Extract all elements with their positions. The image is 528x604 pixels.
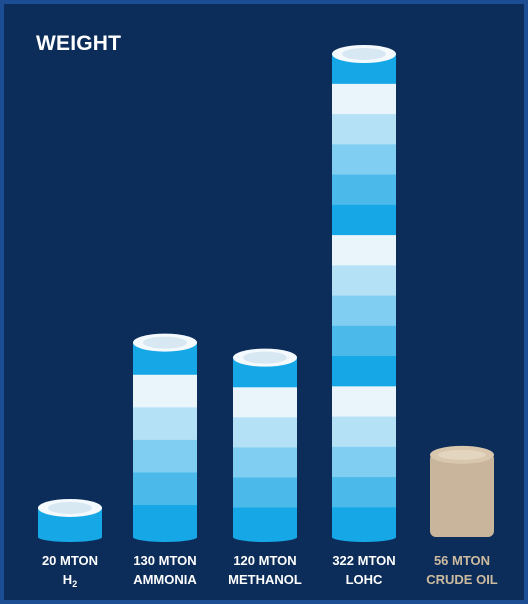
bar-band (133, 406, 197, 440)
bar-band (332, 234, 396, 266)
bar-bottom (233, 532, 297, 542)
bar-h2 (38, 498, 102, 542)
bar-top-highlight (438, 449, 486, 460)
bar-band (133, 439, 197, 473)
chart-title: WEIGHT (36, 32, 122, 55)
bar-chart (38, 45, 494, 542)
bar-band (332, 264, 396, 296)
bar-band (233, 386, 297, 418)
bar-band (332, 416, 396, 447)
bar-crude-oil (430, 445, 494, 537)
bar-band (332, 295, 396, 326)
bar-band (332, 174, 396, 205)
bar-band (332, 385, 396, 417)
bar-body (430, 452, 494, 537)
bar-bottom (332, 532, 396, 542)
bar-band (133, 471, 197, 506)
bar-band (332, 143, 396, 175)
value-label: 20 MTON (41, 553, 99, 568)
chart-panel: WEIGHT 20 MTON H2 130 MTON AMMONIA 120 M… (4, 4, 524, 600)
bar-band (332, 83, 396, 115)
category-name: CRUDE OIL (426, 572, 498, 587)
bar-bottom (38, 532, 102, 542)
bar-lohc (332, 45, 396, 542)
bar-band (332, 113, 396, 145)
category-name: METHANOL (228, 572, 302, 587)
category-label-methanol: 120 MTON METHANOL (210, 551, 320, 589)
value-label: 120 MTON (233, 553, 297, 568)
bar-band (233, 416, 297, 448)
category-name: AMMONIA (133, 572, 197, 587)
category-label-crude-oil: 56 MTON CRUDE OIL (407, 551, 517, 589)
bar-top-highlight (342, 48, 386, 60)
bar-top-highlight (243, 351, 287, 364)
value-label: 56 MTON (433, 553, 491, 568)
bar-top-highlight (143, 336, 187, 349)
bar-band (332, 204, 396, 236)
category-label-lohc: 322 MTON LOHC (309, 551, 419, 589)
bar-band (233, 476, 297, 508)
bar-top-highlight (48, 501, 92, 514)
value-label: 322 MTON (332, 553, 396, 568)
bar-band (233, 446, 297, 478)
bar-bottom (133, 532, 197, 542)
category-name: H2 (62, 572, 78, 589)
category-label-ammonia: 130 MTON AMMONIA (110, 551, 220, 589)
bar-band (332, 446, 396, 478)
bar-band (332, 325, 396, 357)
value-label: 130 MTON (133, 553, 197, 568)
category-label-h2: 20 MTON H2 (15, 551, 125, 594)
category-name: LOHC (345, 572, 383, 587)
bar-band (133, 374, 197, 408)
bar-band (332, 355, 396, 387)
bar-ammonia (133, 333, 197, 542)
bar-band (332, 476, 396, 508)
bar-methanol (233, 348, 297, 542)
